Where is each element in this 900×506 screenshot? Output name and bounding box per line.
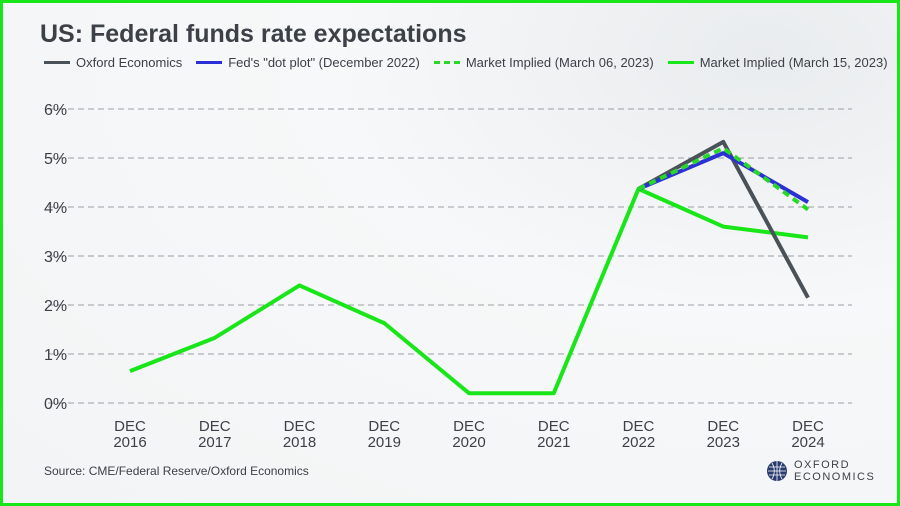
- x-tick-label: DEC 2017: [198, 418, 231, 451]
- x-tick-label: DEC 2022: [622, 418, 655, 451]
- legend-label: Market Implied (March 06, 2023): [465, 55, 654, 70]
- y-tick-label: 3%: [44, 249, 67, 266]
- legend-label: Market Implied (March 15, 2023): [699, 55, 888, 70]
- x-tick-label: DEC 2018: [283, 418, 316, 451]
- legend: Oxford Economics Fed's "dot plot" (Decemb…: [44, 55, 888, 70]
- y-tick-label: 0%: [44, 396, 67, 413]
- legend-label: Oxford Economics: [76, 55, 183, 70]
- y-tick-label: 4%: [44, 200, 67, 217]
- series-line-3: [129, 186, 809, 396]
- legend-swatch: [667, 61, 694, 64]
- legend-item: Fed's "dot plot" (December 2022): [196, 55, 420, 70]
- logo-line1: OXFORD: [794, 459, 851, 471]
- legend-swatch: [433, 61, 460, 64]
- y-tick-label: 2%: [44, 298, 67, 315]
- oxford-economics-logo: OXFORD ECONOMICS: [766, 459, 875, 483]
- legend-item: Market Implied (March 06, 2023): [433, 55, 654, 70]
- x-tick-label: DEC 2021: [537, 418, 570, 451]
- legend-item: Market Implied (March 15, 2023): [667, 55, 888, 70]
- x-tick-label: DEC 2016: [113, 418, 146, 451]
- series-line-0: [637, 139, 810, 299]
- x-tick-label: DEC 2020: [452, 418, 485, 451]
- x-tick-label: DEC 2019: [368, 418, 401, 451]
- legend-item: Oxford Economics: [44, 55, 182, 70]
- legend-swatch: [44, 61, 70, 64]
- y-tick-label: 6%: [44, 102, 67, 119]
- chart-title: US: Federal funds rate expectations: [40, 20, 467, 48]
- legend-label: Fed's "dot plot" (December 2022): [228, 55, 420, 70]
- globe-icon: [767, 461, 787, 481]
- logo-line2: ECONOMICS: [794, 471, 876, 483]
- x-tick-label: DEC 2024: [791, 418, 824, 451]
- legend-swatch: [196, 61, 223, 64]
- x-tick-label: DEC 2023: [707, 418, 740, 451]
- y-tick-label: 5%: [44, 151, 67, 168]
- y-tick-label: 1%: [44, 347, 67, 364]
- source-note: Source: CME/Federal Reserve/Oxford Econo…: [44, 464, 309, 478]
